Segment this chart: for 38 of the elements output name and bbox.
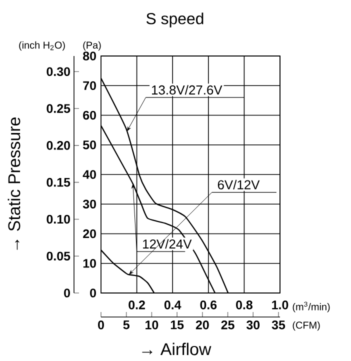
x2-tick-label: 30 [246, 320, 260, 330]
y2-tick-label: 0.30 [46, 67, 70, 76]
x2-tick-label: 20 [196, 320, 209, 330]
y-tick-label: 20 [83, 229, 96, 238]
text: → Static Pressure [8, 118, 20, 250]
x-tick-label: 0.4 [164, 300, 182, 310]
text: (Pa) [83, 41, 101, 51]
y2-tick-label: 0.10 [46, 214, 70, 224]
x2-tick-label: 15 [170, 320, 184, 330]
x2-tick-label: 0 [98, 320, 104, 330]
chart-title: S speed [146, 12, 204, 28]
y2-tick-label: 0.25 [46, 104, 70, 113]
x2-tick-label: 10 [146, 320, 158, 330]
x-tick-label: 0.6 [200, 300, 217, 310]
x-tick-label: 0.2 [128, 300, 145, 310]
y2-tick-label: 0.05 [46, 252, 70, 261]
text: → Airflow [142, 342, 212, 356]
y-tick-label: 0 [90, 288, 96, 298]
text: 13.8V/27.6V [152, 85, 222, 95]
text: (inch H$_{2}$O) [19, 41, 65, 51]
y-tick-label: 10 [83, 258, 96, 268]
y2-tick-label: 0.20 [46, 141, 70, 150]
x2-tick-label: 25 [221, 320, 234, 330]
x2-tick-label: 5 [123, 320, 130, 330]
y2-tick-label: 0 [64, 288, 70, 298]
y-tick-label: 50 [83, 140, 96, 150]
x2-tick-label: 35 [272, 320, 286, 330]
x-tick-label: 0.8 [236, 300, 252, 310]
y-tick-label: 40 [82, 170, 96, 179]
y-tick-label: 60 [83, 110, 96, 120]
text: (m$^{3}$/min) [292, 302, 330, 312]
y-tick-label: 80 [83, 52, 96, 60]
y2-tick-label: 0.15 [46, 178, 70, 187]
x-tick-label: 1.0 [272, 300, 288, 310]
y-tick-label: 70 [83, 81, 96, 90]
text: (CFM) [292, 321, 320, 331]
y-tick-label: 30 [82, 200, 96, 209]
text: 6V/12V [218, 180, 260, 190]
